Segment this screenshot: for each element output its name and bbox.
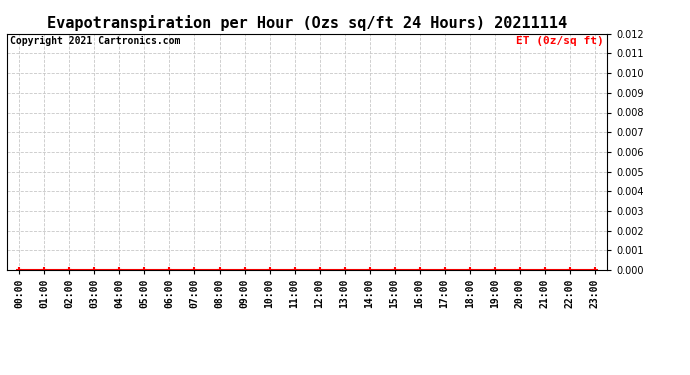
Line: ET (0z/sq ft): ET (0z/sq ft) — [16, 267, 598, 273]
Title: Evapotranspiration per Hour (Ozs sq/ft 24 Hours) 20211114: Evapotranspiration per Hour (Ozs sq/ft 2… — [47, 15, 567, 31]
ET (0z/sq ft) — [515, 268, 524, 272]
ET (0z/sq ft) — [315, 268, 324, 272]
ET (0z/sq ft) — [15, 268, 23, 272]
ET (0z/sq ft) — [40, 268, 48, 272]
ET (0z/sq ft) — [540, 268, 549, 272]
ET (0z/sq ft) — [190, 268, 199, 272]
ET (0z/sq ft) — [340, 268, 348, 272]
ET (0z/sq ft) — [66, 268, 74, 272]
ET (0z/sq ft) — [90, 268, 99, 272]
ET (0z/sq ft) — [166, 268, 174, 272]
Text: ET (0z/sq ft): ET (0z/sq ft) — [516, 36, 604, 46]
ET (0z/sq ft) — [491, 268, 499, 272]
Text: Copyright 2021 Cartronics.com: Copyright 2021 Cartronics.com — [10, 36, 180, 46]
ET (0z/sq ft) — [215, 268, 224, 272]
ET (0z/sq ft) — [140, 268, 148, 272]
ET (0z/sq ft) — [415, 268, 424, 272]
ET (0z/sq ft) — [240, 268, 248, 272]
ET (0z/sq ft) — [290, 268, 299, 272]
ET (0z/sq ft) — [466, 268, 474, 272]
ET (0z/sq ft) — [391, 268, 399, 272]
ET (0z/sq ft) — [591, 268, 599, 272]
ET (0z/sq ft) — [266, 268, 274, 272]
ET (0z/sq ft) — [440, 268, 449, 272]
ET (0z/sq ft) — [366, 268, 374, 272]
ET (0z/sq ft) — [566, 268, 574, 272]
ET (0z/sq ft) — [115, 268, 124, 272]
